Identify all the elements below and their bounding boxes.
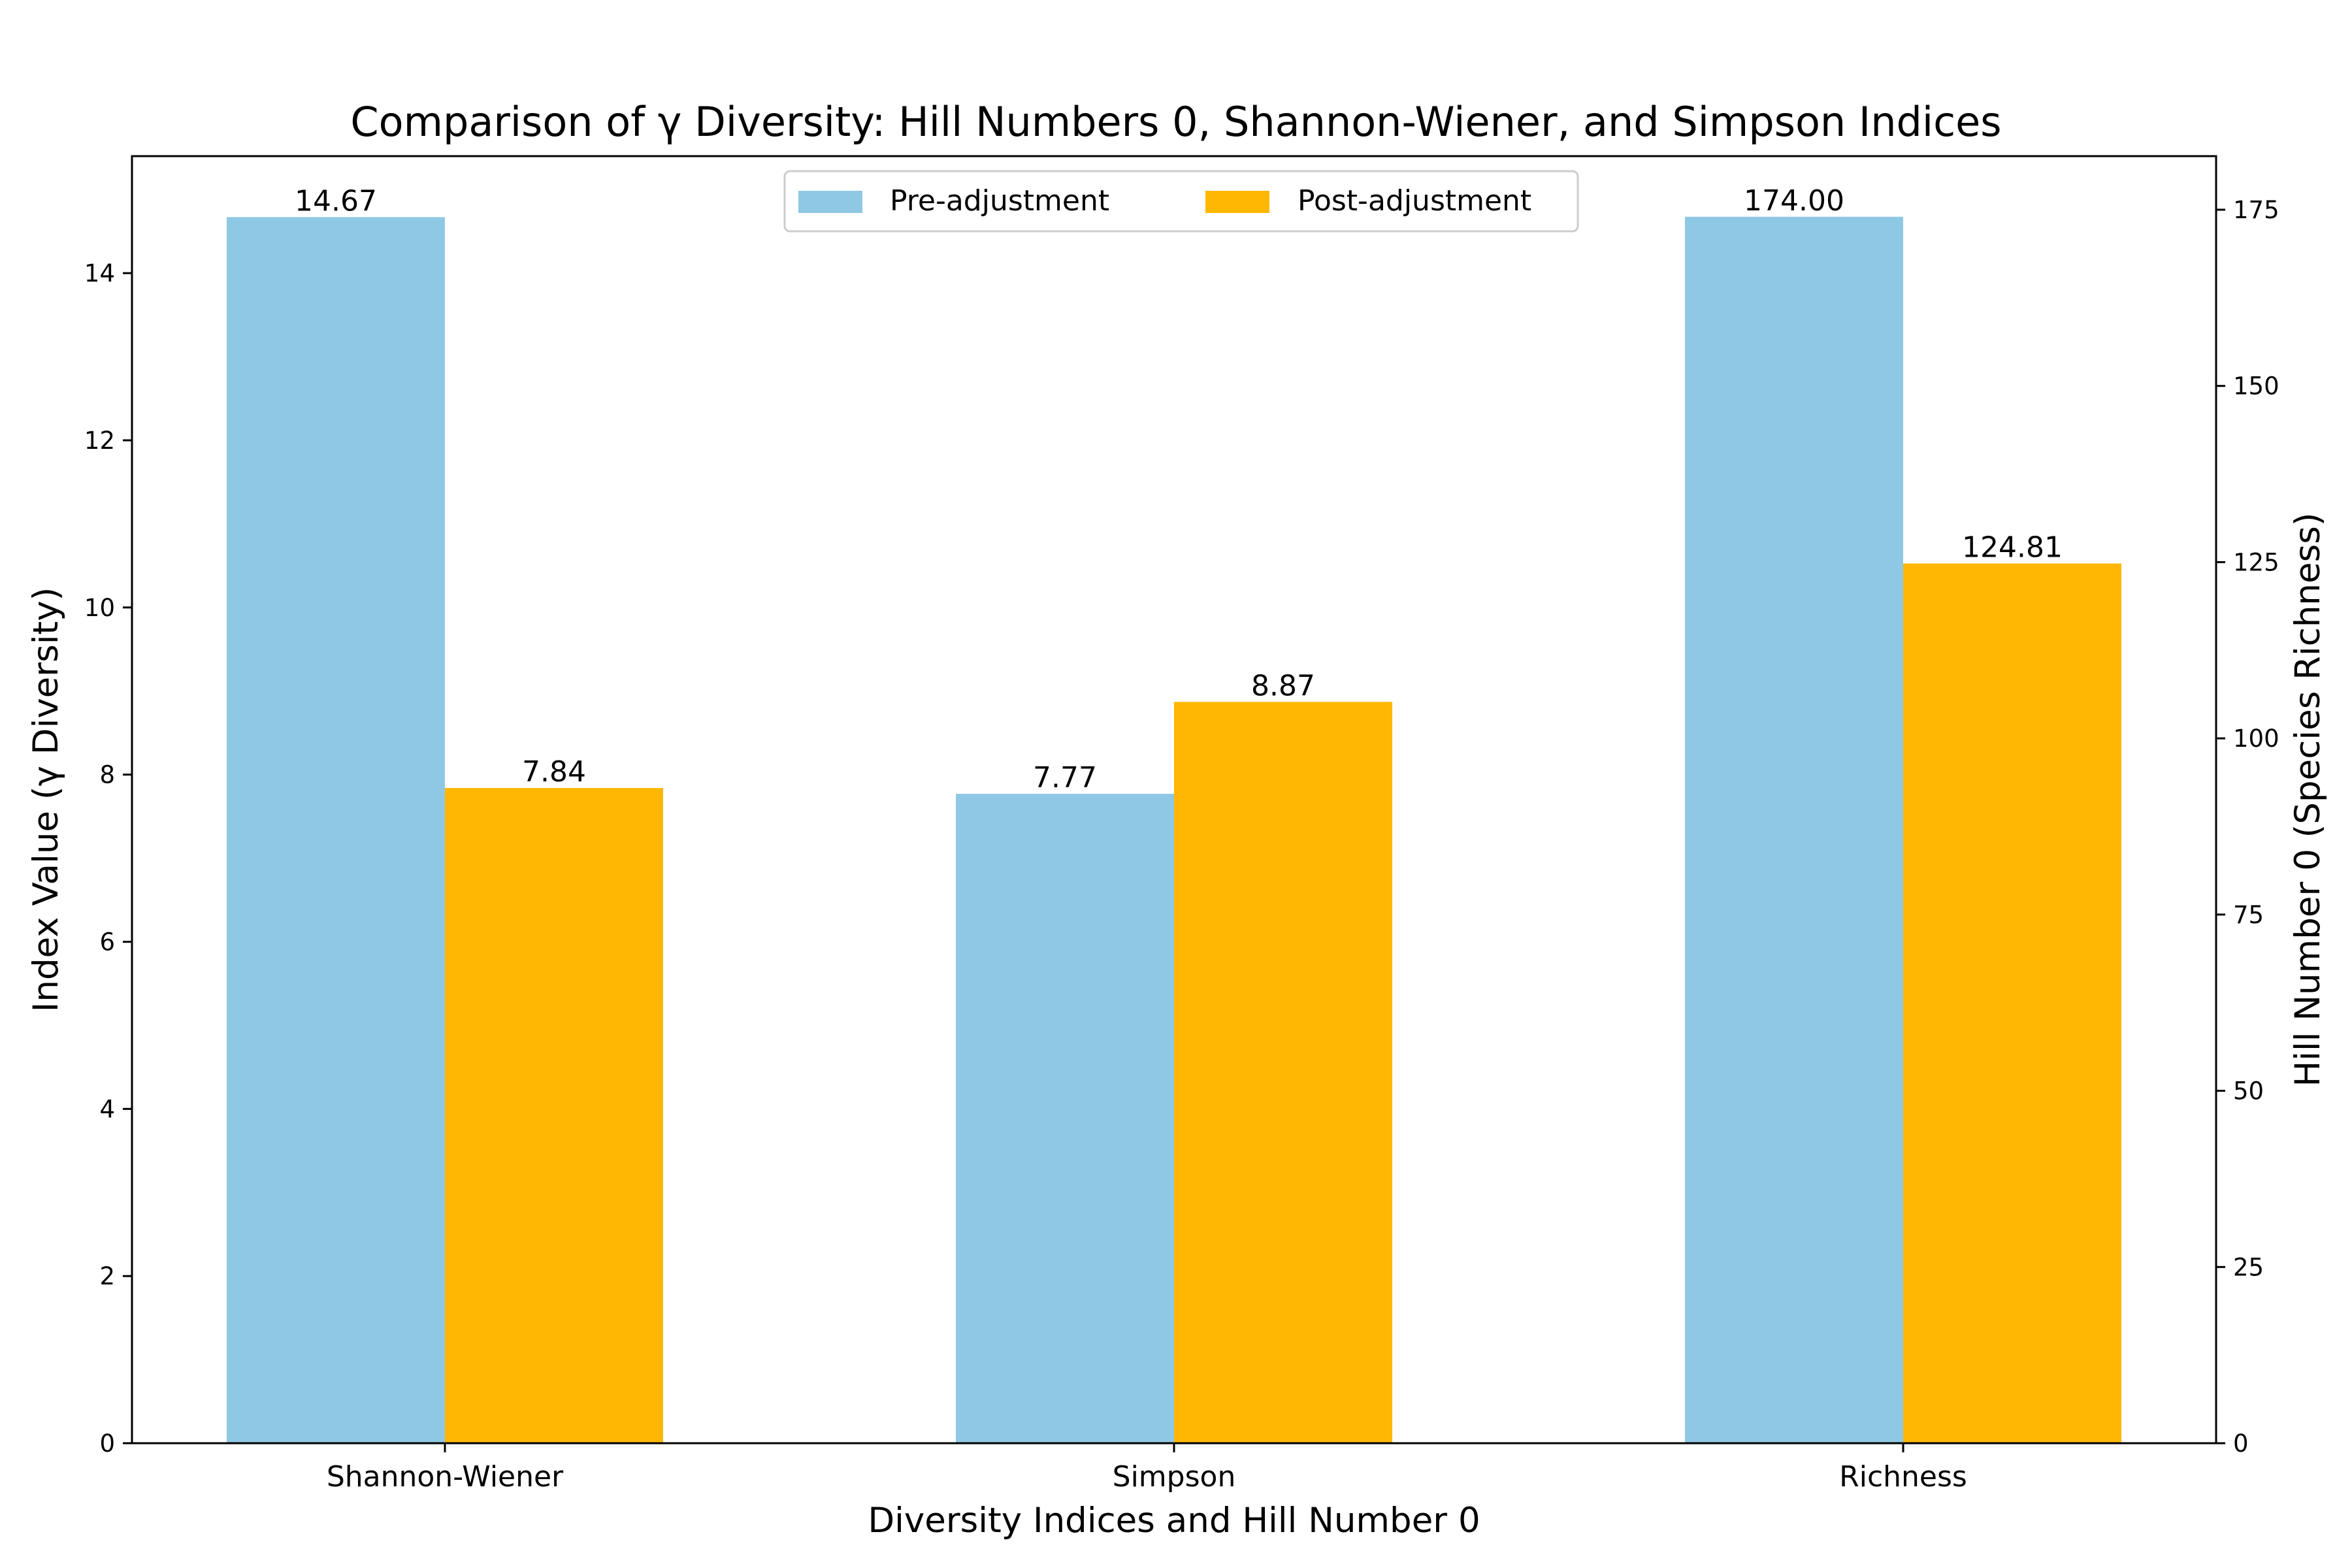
- right-axis-ticks: 0 25 50 75 100 125 150 175: [2216, 196, 2279, 1458]
- left-tick-label: 12: [84, 427, 115, 455]
- x-tick-label-shannon-wiener: Shannon-Wiener: [327, 1460, 564, 1494]
- legend-swatch-pre-adjustment: [798, 191, 862, 213]
- bar-post-adjustment-simpson: [1174, 702, 1392, 1443]
- bar-post-adjustment-shannon-wiener: [445, 788, 663, 1443]
- left-tick-label: 4: [99, 1095, 115, 1123]
- data-labels-group: 14.67 7.77 174.00 7.84 8.87 124.81: [295, 184, 2063, 794]
- legend: Pre-adjustment Post-adjustment: [783, 170, 1579, 233]
- right-tick-label: 125: [2233, 548, 2279, 576]
- bar-post-adjustment-richness: [1903, 563, 2121, 1444]
- data-label-pre-adjustment-simpson: 7.77: [1033, 761, 1097, 794]
- data-label-post-adjustment-richness: 124.81: [1962, 531, 2063, 564]
- bars-group: [227, 216, 2121, 1444]
- left-axis-ticks: 0 2 4 6 8 10 12 14: [84, 259, 132, 1458]
- x-tick-label-richness: Richness: [1839, 1460, 1967, 1494]
- y-axis-label-right: Hill Number 0 (Species Richness): [2288, 512, 2328, 1086]
- right-tick-label: 50: [2233, 1077, 2264, 1105]
- left-tick-label: 2: [99, 1262, 115, 1290]
- x-tick-label-simpson: Simpson: [1113, 1460, 1236, 1494]
- left-tick-label: 10: [84, 594, 115, 622]
- legend-frame: [783, 170, 1579, 233]
- data-label-pre-adjustment-shannon-wiener: 14.67: [295, 184, 377, 218]
- left-tick-label: 14: [84, 259, 115, 287]
- legend-label-post-adjustment: Post-adjustment: [1298, 184, 1531, 218]
- right-tick-label: 75: [2233, 901, 2264, 929]
- right-tick-label: 25: [2233, 1253, 2264, 1281]
- data-label-pre-adjustment-richness: 174.00: [1744, 184, 1844, 218]
- data-label-post-adjustment-simpson: 8.87: [1251, 669, 1315, 702]
- right-tick-label: 0: [2233, 1429, 2249, 1458]
- y-axis-label-left: Index Value (γ Diversity): [26, 587, 66, 1013]
- right-tick-label: 150: [2233, 372, 2279, 400]
- left-tick-label: 8: [99, 761, 115, 789]
- left-tick-label: 6: [99, 928, 115, 956]
- data-label-post-adjustment-shannon-wiener: 7.84: [522, 755, 586, 789]
- bar-pre-adjustment-shannon-wiener: [227, 217, 445, 1444]
- legend-label-pre-adjustment: Pre-adjustment: [890, 184, 1109, 218]
- right-tick-label: 175: [2233, 196, 2279, 224]
- bar-pre-adjustment-simpson: [956, 794, 1174, 1443]
- x-axis-label: Diversity Indices and Hill Number 0: [868, 1501, 1480, 1541]
- right-tick-label: 100: [2233, 725, 2279, 753]
- chart-title: Comparison of γ Diversity: Hill Numbers …: [350, 98, 2001, 146]
- x-axis-ticks: Shannon-Wiener Simpson Richness: [327, 1443, 1967, 1494]
- legend-swatch-post-adjustment: [1205, 191, 1269, 213]
- bar-pre-adjustment-richness: [1685, 216, 1903, 1444]
- left-tick-label: 0: [99, 1429, 115, 1458]
